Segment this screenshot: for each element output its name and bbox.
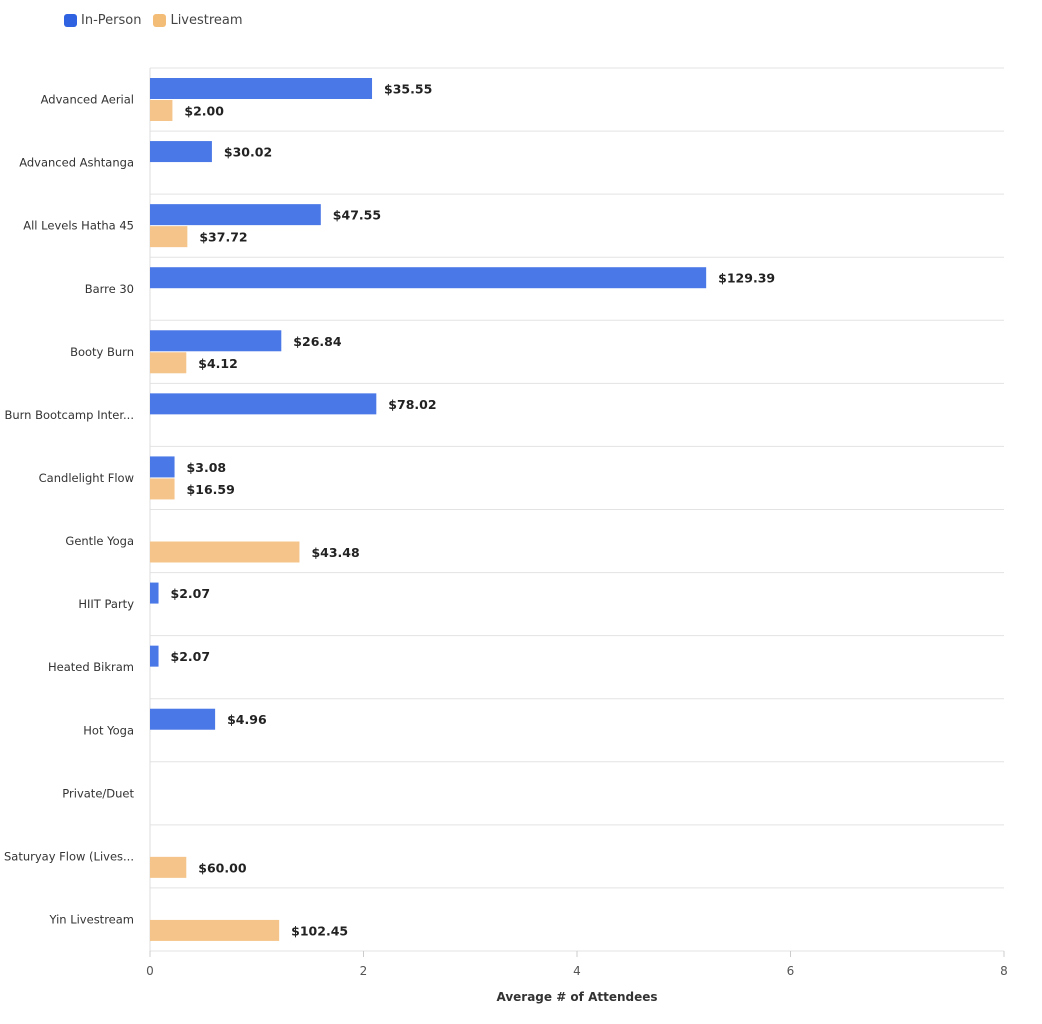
legend: In-Person Livestream <box>64 13 243 28</box>
in-person-swatch <box>64 14 77 27</box>
legend-label: Livestream <box>170 13 243 28</box>
category-label: Candlelight Flow <box>39 471 134 485</box>
data-label: $2.07 <box>171 649 211 664</box>
data-label: $43.48 <box>311 545 359 560</box>
bar-livestream <box>150 352 187 374</box>
data-label: $60.00 <box>198 860 247 875</box>
x-tick-label: 0 <box>146 964 154 978</box>
bar-in-person <box>150 204 321 226</box>
data-label: $26.84 <box>293 334 342 349</box>
data-label: $78.02 <box>388 397 436 412</box>
x-tick-label: 8 <box>1000 964 1008 978</box>
bar-in-person <box>150 78 373 99</box>
data-label: $2.07 <box>171 586 211 601</box>
data-label: $35.55 <box>384 82 432 97</box>
category-label: Booty Burn <box>70 345 134 359</box>
data-label: $129.39 <box>718 271 775 286</box>
data-label: $2.00 <box>184 104 224 119</box>
category-label: Advanced Ashtanga <box>19 156 134 170</box>
data-label: $3.08 <box>187 460 227 475</box>
bar-livestream <box>150 541 300 563</box>
category-label: Advanced Aerial <box>41 93 134 107</box>
bar-livestream <box>150 478 175 500</box>
category-label: Saturyay Flow (Lives... <box>4 849 134 863</box>
bar-livestream <box>150 919 280 941</box>
bar-livestream <box>150 100 173 121</box>
category-label: Gentle Yoga <box>65 534 134 548</box>
data-label: $16.59 <box>187 482 235 497</box>
data-label: $4.12 <box>198 356 238 371</box>
data-label: $30.02 <box>224 145 272 160</box>
data-label: $4.96 <box>227 712 267 727</box>
legend-label: In-Person <box>81 13 142 28</box>
bar-in-person <box>150 456 175 478</box>
category-label: All Levels Hatha 45 <box>23 219 134 233</box>
category-label: Barre 30 <box>85 282 134 296</box>
bar-in-person <box>150 330 282 352</box>
data-label: $102.45 <box>291 923 348 938</box>
category-label: Yin Livestream <box>48 912 134 926</box>
category-label: HIIT Party <box>78 597 134 611</box>
category-label: Hot Yoga <box>83 723 134 737</box>
legend-item-livestream[interactable]: Livestream <box>153 13 243 28</box>
x-tick-label: 6 <box>787 964 795 978</box>
bar-in-person <box>150 267 707 289</box>
category-label: Heated Bikram <box>48 660 134 674</box>
bar-in-person <box>150 708 216 730</box>
bar-in-person <box>150 582 159 604</box>
data-label: $47.55 <box>333 208 381 223</box>
x-tick-label: 2 <box>360 964 368 978</box>
x-tick-label: 4 <box>573 964 581 978</box>
bar-livestream <box>150 856 187 878</box>
category-label: Private/Duet <box>62 786 134 800</box>
bar-livestream <box>150 226 188 248</box>
bar-in-person <box>150 393 377 415</box>
livestream-swatch <box>153 14 167 27</box>
x-axis-title: Average # of Attendees <box>496 990 657 1004</box>
bar-in-person <box>150 645 159 667</box>
legend-item-in-person[interactable]: In-Person <box>64 13 141 28</box>
bar-in-person <box>150 141 212 163</box>
category-label: Burn Bootcamp Inter... <box>4 408 134 422</box>
data-label: $37.72 <box>199 230 247 245</box>
